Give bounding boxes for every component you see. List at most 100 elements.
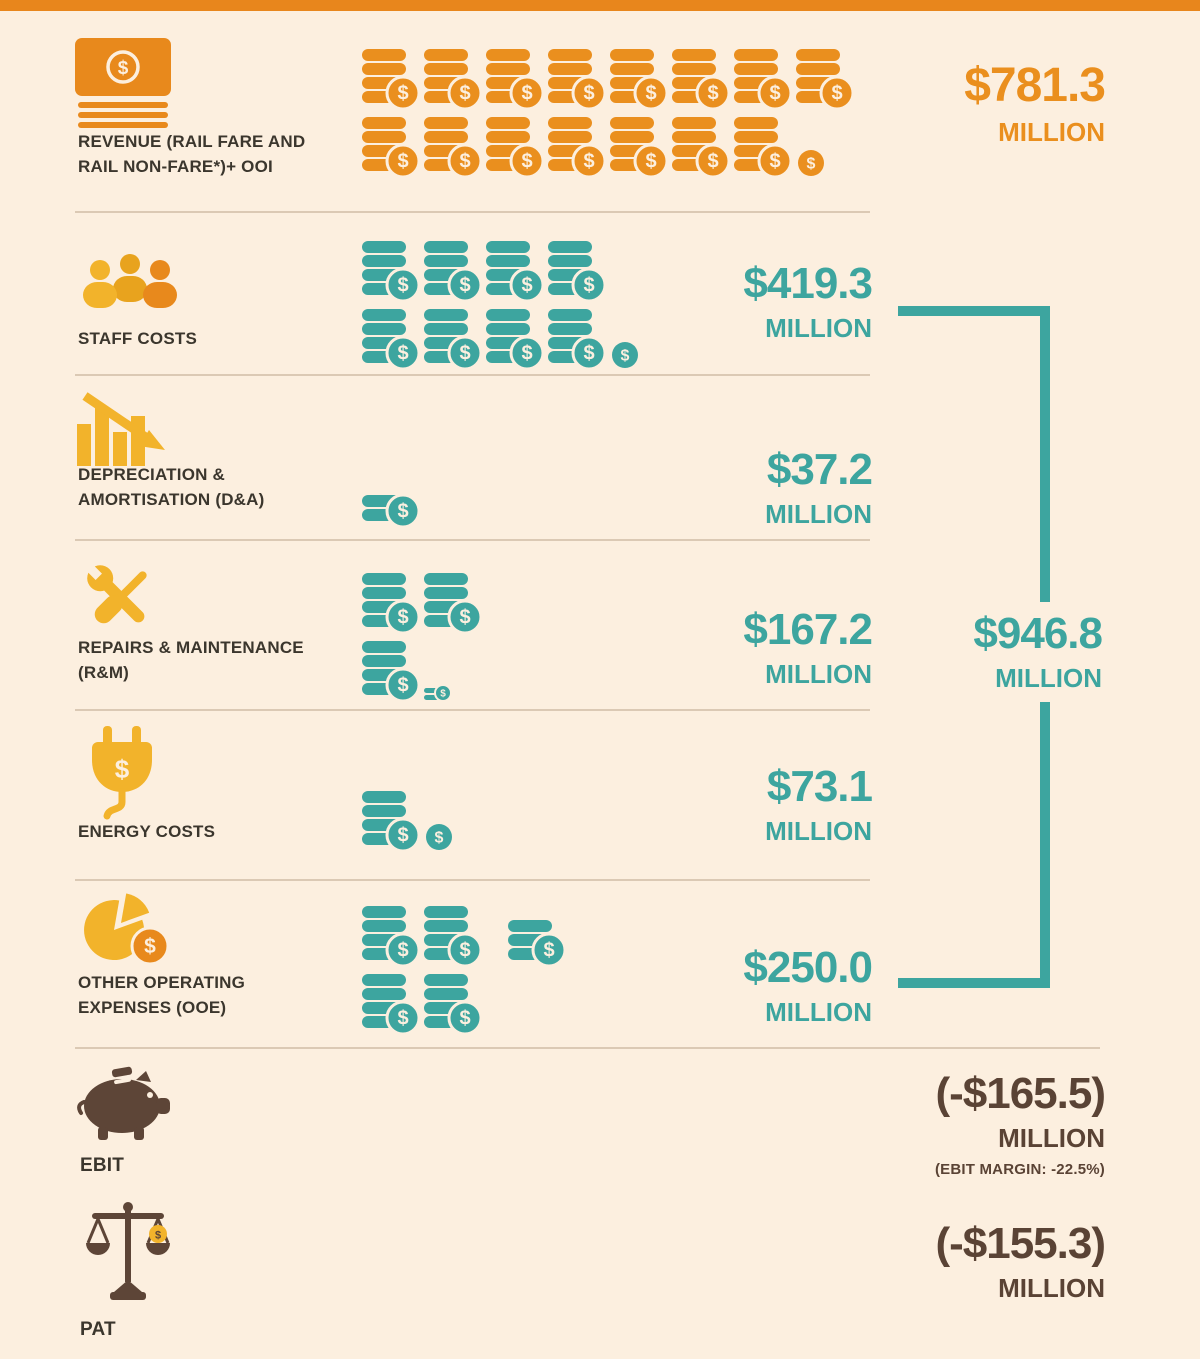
svg-text:$: $ [459, 151, 470, 173]
row-label: EBIT [80, 1155, 125, 1176]
coin-stacks: $ [362, 464, 420, 528]
half-coin-icon: $ [426, 824, 452, 850]
row-label: DEPRECIATION & AMORTISATION (D&A) [78, 465, 265, 509]
amount-unit: MILLION [765, 997, 872, 1027]
amount-value: (-$155.3) [935, 1219, 1106, 1268]
svg-text:$: $ [397, 1008, 408, 1030]
divider [75, 1047, 1100, 1049]
coin-row: $ $ [362, 971, 566, 1035]
coin-stack-icon: $ [486, 117, 544, 178]
coin-stack-icon: $ [486, 49, 544, 110]
total-bracket-bottom [898, 978, 1050, 988]
amount-block: $37.2 MILLION [640, 445, 873, 529]
total-amount-block: $946.8 MILLION [880, 609, 1103, 692]
pie-chart-icon: $ [76, 888, 176, 970]
coin-stack-icon: $ [362, 49, 420, 110]
divider [75, 879, 870, 881]
coin-stack-icon: $ [508, 920, 566, 967]
svg-text:$: $ [155, 1230, 161, 1242]
coin-stack-icon: $ [424, 573, 482, 634]
svg-text:$: $ [459, 940, 470, 962]
svg-text:$: $ [440, 689, 446, 700]
coin-stack-icon: $ [424, 241, 482, 302]
coin-stack-icon: $ [548, 117, 606, 178]
plug-icon: $ [86, 726, 158, 822]
svg-text:$: $ [583, 275, 594, 297]
svg-text:$: $ [621, 348, 630, 365]
coin-stack-icon: $ [796, 49, 854, 110]
amount-block: $73.1 MILLION [640, 765, 873, 845]
svg-text:$: $ [144, 935, 156, 958]
coin-stack-icon: $ [362, 641, 420, 702]
coin-stack-icon: $ [362, 493, 420, 528]
coin-stacks: $ $ $ $ $ $ $ $ $ $ $ $ $ $ $ $ [362, 46, 854, 178]
coin-stacks: $ $ $ $ [362, 570, 482, 702]
svg-text:$: $ [118, 58, 129, 79]
row-label: PAT [80, 1319, 116, 1340]
svg-text:$: $ [397, 940, 408, 962]
svg-text:$: $ [397, 675, 408, 697]
half-coin-icon: $ [798, 150, 824, 176]
money-bill-icon: $ [75, 38, 171, 128]
svg-text:$: $ [769, 151, 780, 173]
divider [75, 211, 870, 213]
svg-text:$: $ [397, 275, 408, 297]
amount-value: $250.0 [743, 943, 873, 992]
ebit-margin-note: (EBIT MARGIN: -22.5%) [934, 1161, 1105, 1178]
row-label: REPAIRS & MAINTENANCE (R&M) [78, 638, 304, 682]
amount-unit: MILLION [765, 499, 872, 529]
coin-row: $ [362, 464, 420, 528]
amount-unit: MILLION [998, 117, 1105, 147]
row-label: REVENUE (RAIL FARE AND RAIL NON-FARE*)+ … [78, 132, 306, 176]
amount-block: $250.0 MILLION [640, 943, 873, 1027]
coin-stack-icon: $ [610, 117, 668, 178]
svg-text:$: $ [397, 501, 408, 523]
coin-row: $ $ [362, 638, 482, 702]
svg-text:$: $ [459, 83, 470, 105]
amount-block: (-$155.3) MILLION [820, 1219, 1106, 1302]
coin-stack-icon: $ [362, 241, 420, 302]
coin-spacer [486, 966, 504, 967]
amount-unit: MILLION [765, 659, 872, 689]
coin-stacks: $ $ $ $ $ [362, 903, 566, 1035]
svg-text:$: $ [459, 343, 470, 365]
svg-text:$: $ [521, 83, 532, 105]
svg-text:$: $ [707, 151, 718, 173]
amount-value: $167.2 [743, 605, 873, 654]
coin-stack-icon: $ [362, 974, 420, 1035]
coin-row: $ $ $ [362, 903, 566, 967]
svg-text:$: $ [459, 607, 470, 629]
balance-scale-icon: $ [84, 1200, 172, 1302]
svg-text:$: $ [521, 275, 532, 297]
divider [75, 709, 870, 711]
svg-text:$: $ [115, 754, 130, 784]
coin-stack-icon: $ [486, 241, 544, 302]
svg-text:$: $ [397, 343, 408, 365]
piggy-bank-icon [76, 1066, 172, 1142]
amount-value: $419.3 [743, 259, 873, 308]
coin-row: $ $ [362, 570, 482, 634]
svg-text:$: $ [645, 83, 656, 105]
coin-stack-icon: $ [548, 49, 606, 110]
amount-unit: MILLION [765, 313, 872, 343]
amount-block: (-$165.5) MILLION (EBIT MARGIN: -22.5%) [820, 1072, 1106, 1178]
amount-value: $37.2 [766, 445, 873, 494]
mini-coin-icon: $ [424, 684, 452, 702]
coin-stack-icon: $ [362, 309, 420, 370]
coin-row: $ $ $ $ [362, 238, 640, 302]
coin-stack-icon: $ [610, 49, 668, 110]
amount-block: $167.2 MILLION [640, 605, 873, 689]
coin-stack-icon: $ [672, 49, 730, 110]
coin-stack-icon: $ [362, 906, 420, 967]
staff-icon [80, 252, 180, 312]
svg-text:$: $ [521, 151, 532, 173]
coin-row: $ $ $ $ $ $ $ $ [362, 46, 854, 110]
svg-text:$: $ [645, 151, 656, 173]
coin-stack-icon: $ [486, 309, 544, 370]
coin-stack-icon: $ [672, 117, 730, 178]
half-coin-icon: $ [612, 342, 638, 368]
amount-value: $946.8 [973, 609, 1103, 658]
top-accent-bar [0, 0, 1200, 11]
coin-stack-icon: $ [548, 309, 606, 370]
coin-stack-icon: $ [424, 906, 482, 967]
